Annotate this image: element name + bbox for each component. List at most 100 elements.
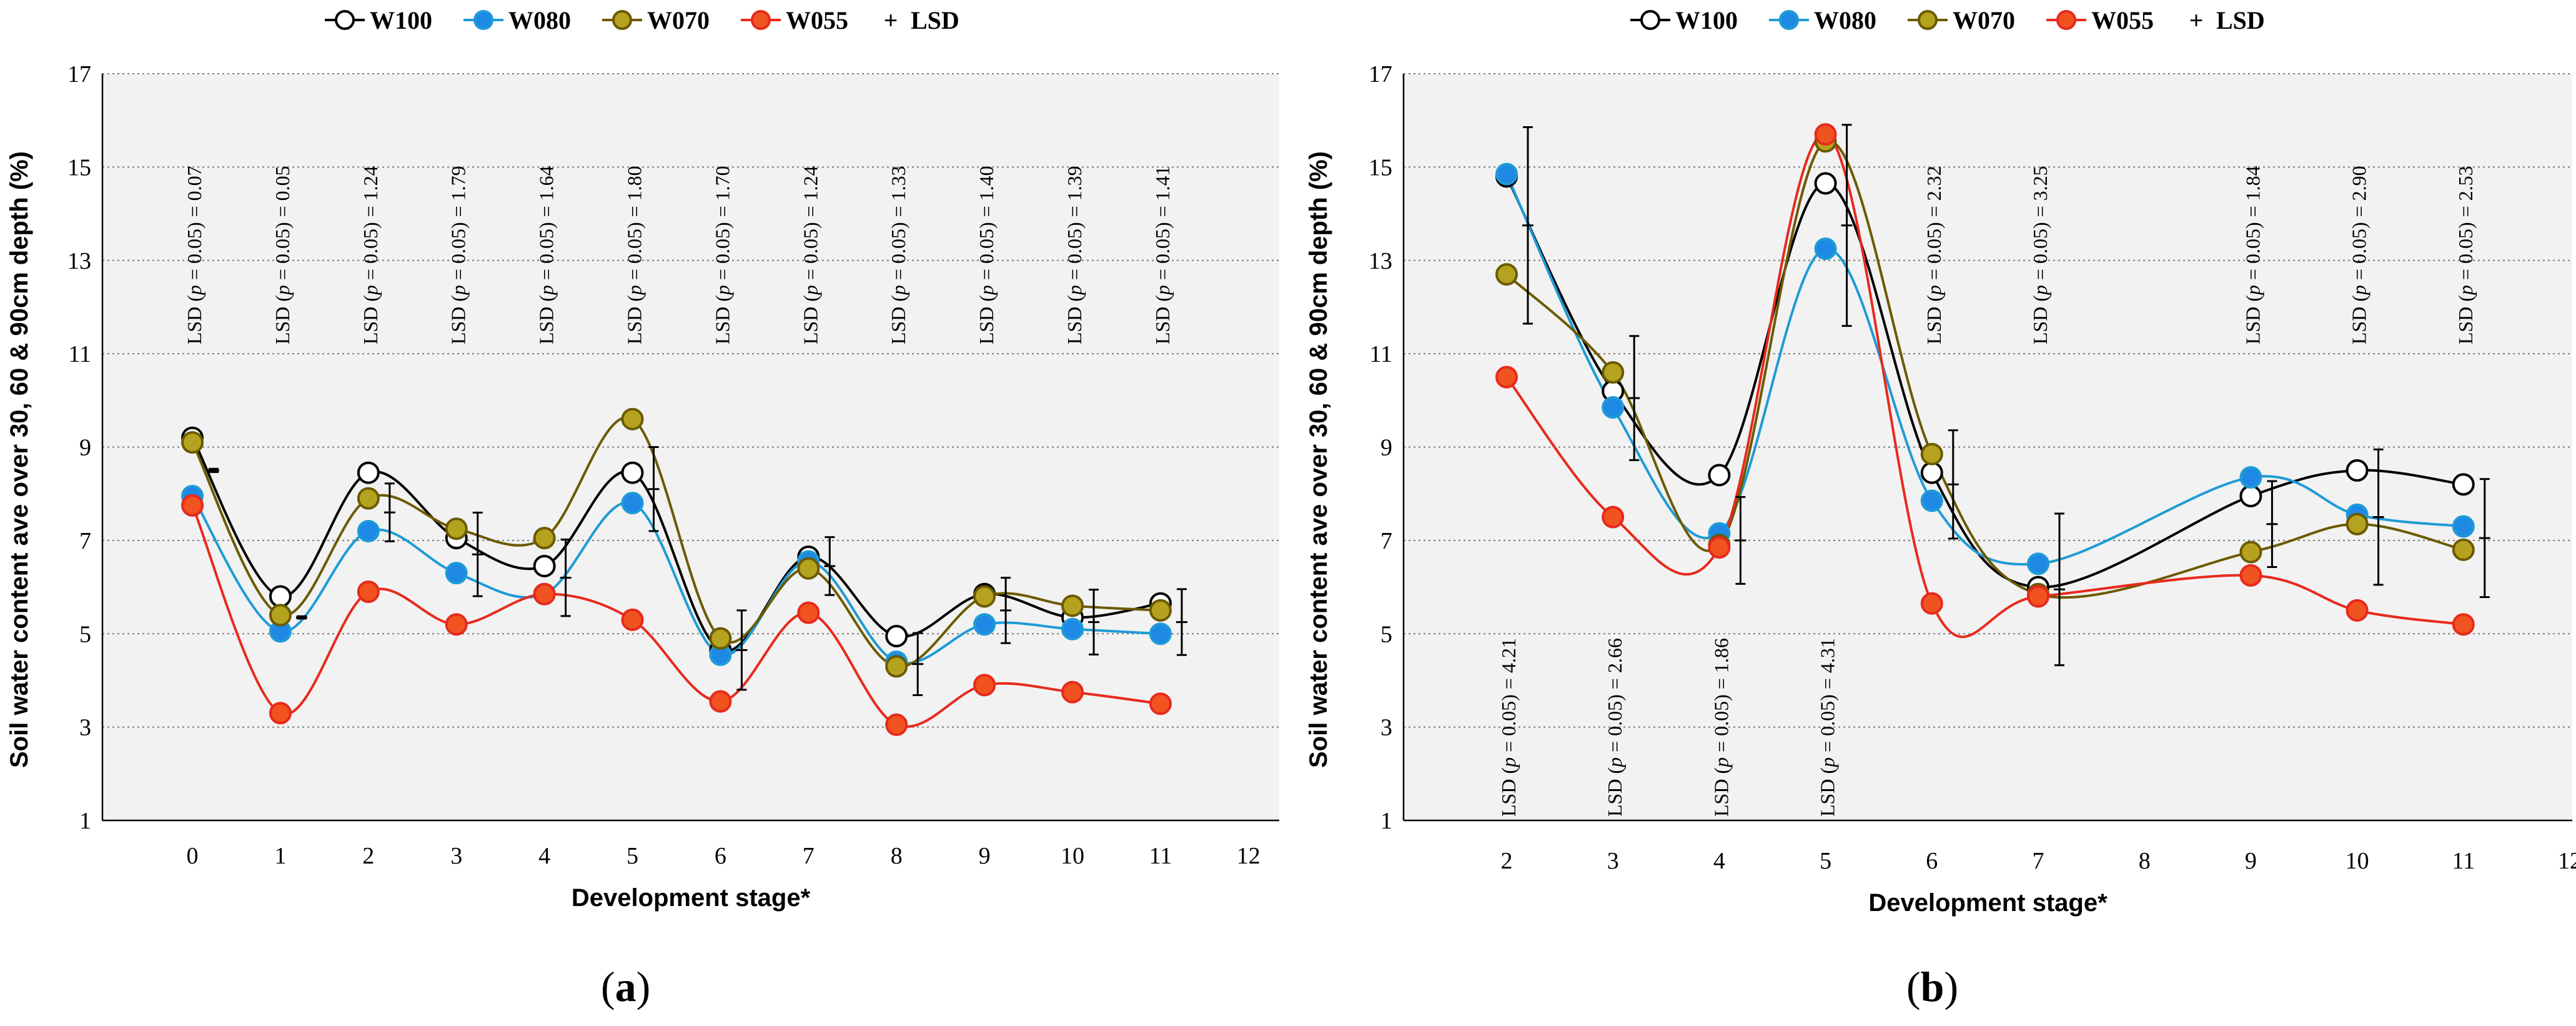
lsd-annotation-prefix: LSD ( xyxy=(183,295,206,344)
lsd-annotation-p: p xyxy=(1151,285,1174,296)
series-line-w100 xyxy=(1505,176,2464,589)
lsd-error-bar xyxy=(1522,126,1533,325)
data-point-w080 xyxy=(1061,617,1084,640)
data-point-w055 xyxy=(357,580,380,604)
lsd-annotation-prefix: LSD ( xyxy=(2029,295,2051,344)
data-point-w070 xyxy=(269,604,292,627)
lsd-error-bar xyxy=(1088,589,1099,655)
data-point-w080 xyxy=(2027,552,2049,575)
lsd-error-bar xyxy=(1628,335,1640,461)
lsd-annotation-prefix: LSD ( xyxy=(1497,767,1520,817)
legend-item-w100: W100 xyxy=(1630,6,1738,34)
lsd-error-bar xyxy=(912,632,924,696)
y-tick-label: 1 xyxy=(79,808,91,834)
legend-swatch-marker xyxy=(1779,10,1799,30)
lsd-annotation-prefix: LSD ( xyxy=(535,295,558,344)
lsd-annotation-prefix: LSD ( xyxy=(623,295,646,344)
lsd-annotation-suffix: = 0.05) = 1.39 xyxy=(1063,166,1086,285)
y-axis-title: Soil water content ave over 30, 60 & 90c… xyxy=(6,151,33,768)
data-point-w100 xyxy=(269,585,292,608)
data-point-w080 xyxy=(445,562,468,585)
legend-item-lsd: + LSD xyxy=(884,6,959,34)
data-point-w080 xyxy=(2239,466,2262,489)
lsd-annotation-suffix: = 0.05) = 1.33 xyxy=(887,166,909,285)
x-tick-label: 4 xyxy=(1713,848,1725,874)
data-point-w055 xyxy=(1061,680,1084,704)
lsd-annotation-p: p xyxy=(1063,285,1086,296)
data-point-w100 xyxy=(2452,473,2475,496)
x-tick-label: 3 xyxy=(1607,848,1619,874)
data-point-w070 xyxy=(181,431,204,454)
lsd-annotation-suffix: = 0.05) = 2.90 xyxy=(2348,166,2370,285)
data-point-w100 xyxy=(1814,172,1837,195)
data-point-w070 xyxy=(1149,599,1172,622)
data-point-w070 xyxy=(2452,538,2475,561)
legend: W100 W080 W070 W055 + LSD xyxy=(1630,6,2265,34)
lsd-annotation-p: p xyxy=(2454,285,2477,296)
lsd-annotation-p: p xyxy=(2241,285,2264,296)
panel-label-a-close: ) xyxy=(636,963,651,1010)
y-tick-label: 17 xyxy=(67,61,91,87)
x-tick-label: 8 xyxy=(891,843,903,869)
data-point-w055 xyxy=(1814,123,1837,146)
lsd-error-bar xyxy=(824,536,836,596)
data-point-w100 xyxy=(1708,464,1731,487)
lsd-error-bar xyxy=(2479,478,2490,599)
data-point-w055 xyxy=(533,582,556,605)
lsd-error-bar xyxy=(1176,588,1187,656)
x-tick-label: 7 xyxy=(2033,848,2044,874)
data-point-w100 xyxy=(621,461,644,484)
y-tick-label: 17 xyxy=(1369,61,1392,87)
data-point-w080 xyxy=(973,613,996,636)
lsd-annotation-prefix: LSD ( xyxy=(887,295,909,344)
x-tick-label: 10 xyxy=(1061,843,1084,869)
lsd-annotation: LSD (p = 0.05) = 1.64 xyxy=(535,166,558,344)
legend-swatch-marker xyxy=(751,10,771,30)
series-line-w070 xyxy=(1505,139,2464,599)
plot-area xyxy=(1404,74,2572,820)
lsd-annotation-suffix: = 0.05) = 4.31 xyxy=(1816,638,1839,757)
data-point-w070 xyxy=(1495,263,1518,286)
lsd-annotation-suffix: = 0.05) = 1.80 xyxy=(623,166,646,285)
y-tick-label: 13 xyxy=(1369,248,1392,274)
y-tick-label: 3 xyxy=(1380,715,1392,741)
x-tick-label: 2 xyxy=(362,843,374,869)
lsd-annotation: LSD (p = 0.05) = 1.39 xyxy=(1063,166,1086,344)
lsd-annotation-p: p xyxy=(887,285,909,296)
lsd-error-bar xyxy=(1000,577,1012,644)
y-tick-label: 15 xyxy=(67,154,91,181)
data-point-w055 xyxy=(1920,592,1943,615)
panel-label-b-letter: b xyxy=(1920,963,1944,1010)
data-point-w070 xyxy=(885,655,908,678)
legend-label: W080 xyxy=(1814,6,1876,34)
legend-label: W055 xyxy=(2091,6,2154,34)
lsd-annotation: LSD (p = 0.05) = 1.79 xyxy=(447,166,470,344)
lsd-error-bar xyxy=(1735,496,1746,585)
lsd-annotation: LSD (p = 0.05) = 2.90 xyxy=(2348,166,2370,344)
lsd-annotation-prefix: LSD ( xyxy=(2348,295,2370,344)
x-tick-label: 12 xyxy=(1237,843,1261,869)
y-tick-label: 1 xyxy=(1380,808,1392,834)
data-point-w055 xyxy=(2239,564,2262,587)
panel-label-a-letter: a xyxy=(615,963,637,1010)
lsd-annotation-p: p xyxy=(1603,757,1626,769)
y-tick-label: 13 xyxy=(67,248,91,274)
x-tick-label: 11 xyxy=(2452,848,2475,874)
lsd-annotation-suffix: = 0.05) = 0.07 xyxy=(183,166,206,285)
x-tick-label: 5 xyxy=(1820,848,1831,874)
data-point-w070 xyxy=(1061,594,1084,617)
lsd-error-bar xyxy=(2054,512,2065,667)
lsd-annotation-suffix: = 0.05) = 1.64 xyxy=(535,166,558,285)
legend-label: W055 xyxy=(786,6,848,34)
lsd-annotation: LSD (p = 0.05) = 1.80 xyxy=(623,166,646,344)
lsd-annotation: LSD (p = 0.05) = 1.41 xyxy=(1151,166,1174,344)
x-tick-label: 7 xyxy=(803,843,815,869)
y-tick-label: 9 xyxy=(79,435,91,461)
legend-item-w070: W070 xyxy=(602,6,710,34)
lsd-annotation-suffix: = 0.05) = 1.86 xyxy=(1710,638,1732,757)
data-point-w080 xyxy=(1495,162,1518,186)
lsd-annotation-p: p xyxy=(975,285,998,296)
data-point-w070 xyxy=(2346,512,2369,535)
x-tick-label: 2 xyxy=(1501,848,1513,874)
